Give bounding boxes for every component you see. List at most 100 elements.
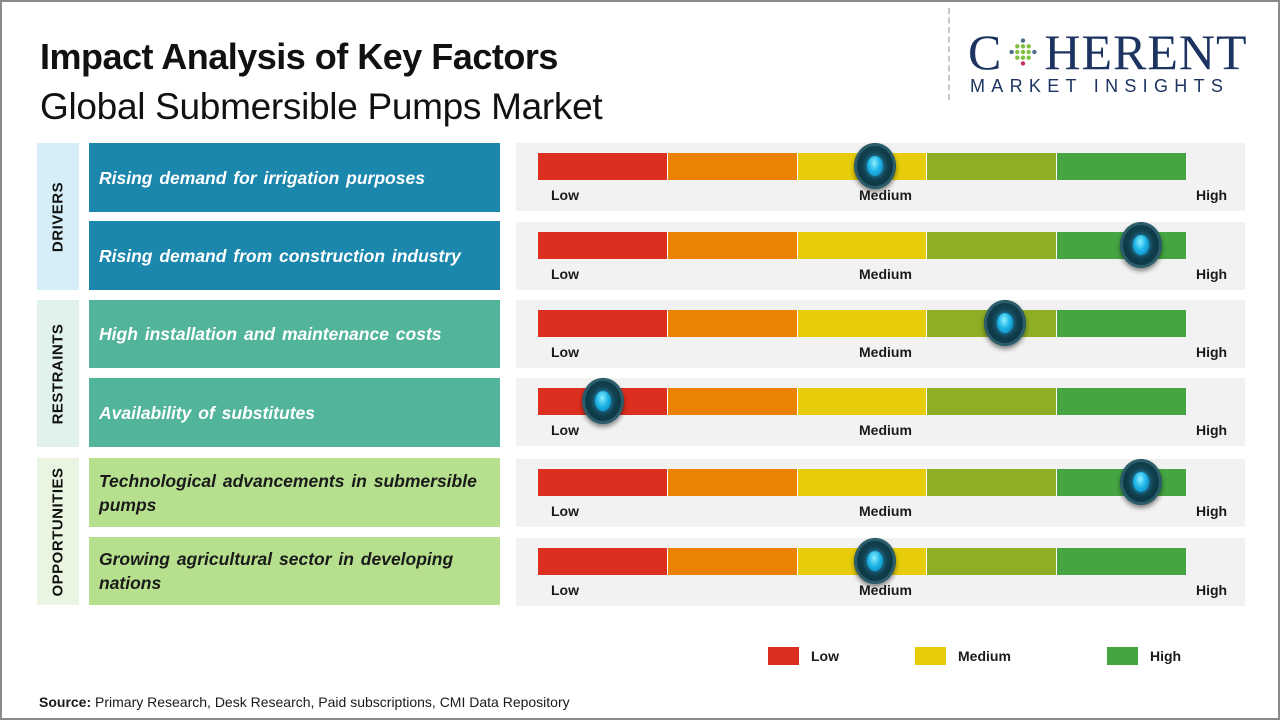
gauge-segment-3 [797, 388, 928, 415]
gauge-segment-1 [538, 469, 668, 496]
legend-swatch-low [768, 647, 799, 665]
gauge-segment-1 [538, 548, 668, 575]
gauge-segment-2 [667, 232, 798, 259]
gauge-segment-5 [1057, 548, 1186, 575]
impact-gauge: Low Medium High [516, 300, 1245, 368]
gauge-segment-1 [538, 310, 668, 337]
legend-item-high: High [1107, 647, 1181, 665]
gauge-label-high: High [1196, 266, 1228, 282]
gauge-segment-5 [1057, 153, 1186, 180]
gauge-bar [538, 232, 1186, 259]
factor-box: Rising demand for irrigation purposes [89, 143, 500, 212]
gauge-segment-5 [1057, 388, 1186, 415]
impact-indicator-knob [1119, 459, 1162, 505]
impact-gauge: Low Medium High [516, 459, 1245, 527]
gauge-label-low: Low [551, 422, 579, 438]
factor-box: High installation and maintenance costs [89, 300, 500, 368]
legend-item-medium: Medium [915, 647, 1011, 665]
globe-dot [1015, 55, 1020, 60]
gauge-label-medium: Medium [859, 503, 912, 519]
gauge-label-medium: Medium [859, 187, 912, 203]
factor-box: Growing agricultural sector in developin… [89, 537, 500, 605]
impact-indicator-knob [1119, 222, 1162, 268]
impact-gauge: Low Medium High [516, 378, 1245, 446]
factor-box: Rising demand from construction industry [89, 221, 500, 290]
impact-gauge: Low Medium High [516, 538, 1245, 606]
gauge-segment-4 [927, 388, 1058, 415]
gauge-segment-3 [797, 469, 928, 496]
gauge-label-high: High [1196, 344, 1228, 360]
gauge-label-high: High [1196, 187, 1228, 203]
legend-label: Low [811, 648, 839, 664]
source-text: Primary Research, Desk Research, Paid su… [91, 694, 570, 710]
gauge-segment-2 [667, 469, 798, 496]
impact-indicator-knob [983, 300, 1026, 346]
page-subtitle: Global Submersible Pumps Market [40, 86, 603, 127]
impact-indicator-knob [581, 378, 624, 424]
gauge-segment-2 [667, 548, 798, 575]
category-label: RESTRAINTS [49, 323, 67, 424]
gauge-label-low: Low [551, 503, 579, 519]
gauge-label-medium: Medium [859, 266, 912, 282]
gauge-label-medium: Medium [859, 344, 912, 360]
globe-dot [1032, 49, 1037, 55]
category-label: DRIVERS [49, 181, 67, 252]
globe-dots-icon [1009, 38, 1037, 66]
gauge-segment-1 [538, 232, 668, 259]
category-label: OPPORTUNITIES [49, 466, 67, 597]
legend-swatch-high [1107, 647, 1138, 665]
impact-gauge: Low Medium High [516, 143, 1245, 211]
company-logo: C HERENT MARKET INSIGHTS [968, 24, 1263, 97]
gauge-segment-4 [927, 469, 1058, 496]
gauge-segment-2 [667, 153, 798, 180]
page-title: Impact Analysis of Key Factors [40, 36, 558, 77]
gauge-bar [538, 153, 1186, 180]
impact-gauge: Low Medium High [516, 222, 1245, 290]
gauge-label-medium: Medium [859, 422, 912, 438]
gauge-segment-3 [797, 232, 928, 259]
gauge-label-low: Low [551, 187, 579, 203]
gauge-segment-2 [667, 310, 798, 337]
legend-swatch-medium [915, 647, 946, 665]
logo-letter-c: C [968, 24, 1003, 80]
category-restraints: RESTRAINTS [37, 300, 79, 447]
category-opportunities: OPPORTUNITIES [37, 458, 79, 605]
gauge-label-medium: Medium [859, 582, 912, 598]
gauge-label-low: Low [551, 582, 579, 598]
globe-dot [1021, 55, 1026, 60]
globe-dot [1015, 44, 1020, 49]
legend-item-low: Low [768, 647, 839, 665]
gauge-segment-3 [797, 310, 928, 337]
globe-dot [1009, 49, 1015, 55]
globe-dot [1021, 49, 1026, 55]
globe-dot [1015, 49, 1020, 55]
gauge-label-low: Low [551, 344, 579, 360]
gauge-segment-4 [927, 153, 1058, 180]
gauge-segment-2 [667, 388, 798, 415]
legend-label: Medium [958, 648, 1011, 664]
globe-dot [1021, 44, 1026, 49]
gauge-segment-4 [927, 548, 1058, 575]
logo-word-rest: HERENT [1044, 24, 1248, 80]
logo-wordmark: C HERENT [968, 24, 1263, 80]
gauge-bar [538, 310, 1186, 337]
globe-dot [1026, 55, 1032, 60]
impact-indicator-knob [853, 538, 896, 584]
gauge-segment-1 [538, 153, 668, 180]
gauge-label-high: High [1196, 422, 1228, 438]
gauge-segment-5 [1057, 310, 1186, 337]
gauge-bar [538, 388, 1186, 415]
source-prefix: Source: [39, 694, 92, 710]
factor-box: Technological advancements in submersibl… [89, 458, 500, 527]
gauge-label-high: High [1196, 582, 1228, 598]
source-note: Source: Primary Research, Desk Research,… [39, 694, 570, 710]
globe-dot [1026, 44, 1032, 49]
globe-dot [1021, 38, 1026, 43]
logo-tagline: MARKET INSIGHTS [970, 76, 1230, 96]
impact-indicator-knob [853, 143, 896, 189]
logo-divider [948, 8, 950, 100]
category-drivers: DRIVERS [37, 143, 79, 290]
gauge-label-low: Low [551, 266, 579, 282]
gauge-label-high: High [1196, 503, 1228, 519]
